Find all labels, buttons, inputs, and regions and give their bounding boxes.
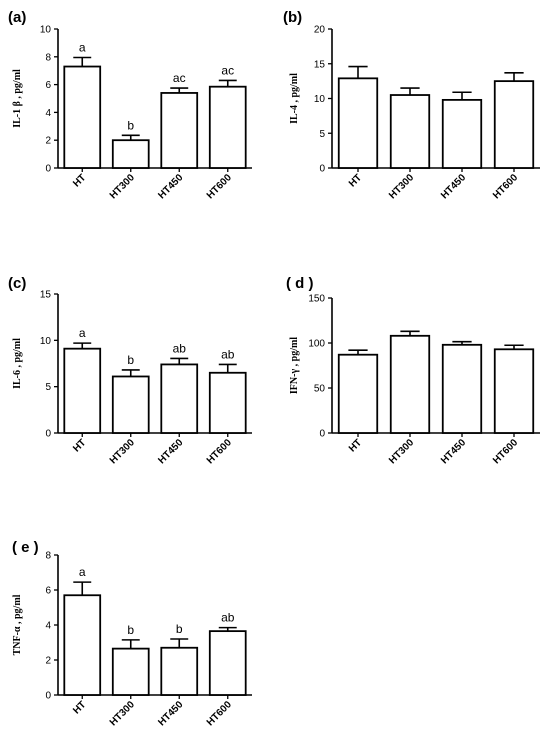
bar-ht450	[160, 92, 199, 169]
bar-ht600	[208, 630, 247, 696]
x-tick-label: HT300	[108, 437, 137, 466]
significance-letter: ac	[221, 63, 234, 77]
panel-label: (b)	[283, 9, 302, 26]
bar-ht450	[441, 98, 483, 169]
bar-ht300	[389, 94, 431, 169]
y-axis-label: TNF-α , pg/ml	[12, 594, 23, 655]
significance-letter: ac	[173, 71, 186, 85]
y-tick-label: 10	[40, 25, 52, 36]
x-tick-label: HT450	[156, 699, 185, 728]
panel-label: (a)	[8, 9, 26, 26]
significance-letter: a	[79, 40, 86, 54]
x-tick-label: HT	[71, 437, 88, 454]
chart-panel-4: ( d ) 0 50 100 150 IFN-γ , pg/ml HT HT300 HT450 H…	[286, 275, 540, 466]
chart-panel-2: (b) 0 5 10 15 20 IL-4 , pg/ml HT HT300 HT450 HT600	[283, 9, 540, 201]
bar-ht300	[111, 647, 150, 696]
x-tick-label: HT450	[156, 437, 185, 466]
y-tick-label: 0	[45, 164, 51, 175]
y-tick-label: 4	[45, 108, 51, 119]
y-tick-label: 8	[45, 551, 51, 562]
significance-letter: ab	[221, 611, 235, 625]
x-tick-label: HT300	[387, 172, 416, 201]
x-tick-label: HT600	[205, 437, 234, 466]
significance-letter: ab	[173, 341, 187, 355]
y-tick-label: 0	[45, 429, 51, 440]
bar-ht600	[493, 348, 535, 434]
x-tick-label: HT600	[491, 437, 520, 466]
bar-ht600	[493, 80, 535, 169]
x-tick-label: HT	[71, 699, 88, 716]
panel-label: ( e )	[12, 539, 39, 556]
significance-letter: a	[79, 565, 86, 579]
bar-ht600	[208, 85, 247, 169]
x-tick-label: HT450	[439, 437, 468, 466]
y-tick-label: 5	[319, 129, 325, 140]
bar-ht450	[441, 343, 483, 434]
y-tick-label: 15	[40, 290, 52, 301]
significance-letter: a	[79, 326, 86, 340]
significance-letter: b	[127, 623, 134, 637]
y-tick-label: 150	[308, 294, 325, 305]
y-tick-label: 6	[45, 586, 51, 597]
bar-ht450	[160, 646, 199, 696]
significance-letter: ab	[221, 347, 235, 361]
y-tick-label: 4	[45, 621, 51, 632]
y-tick-label: 10	[314, 94, 326, 105]
bar-ht600	[208, 371, 247, 434]
bar-ht	[63, 347, 102, 434]
y-axis-label: IL-1 β , pg/ml	[12, 69, 23, 128]
y-tick-label: 0	[319, 164, 325, 175]
bar-ht	[337, 77, 379, 169]
bar-ht	[63, 65, 102, 169]
y-tick-label: 20	[314, 25, 326, 36]
x-tick-label: HT600	[205, 699, 234, 728]
y-tick-label: 0	[319, 429, 325, 440]
bar-ht450	[160, 363, 199, 434]
bar-ht300	[111, 139, 150, 169]
y-tick-label: 0	[45, 691, 51, 702]
y-tick-label: 8	[45, 52, 51, 63]
y-tick-label: 10	[40, 336, 52, 347]
y-axis-label: IFN-γ , pg/ml	[289, 337, 300, 394]
significance-letter: b	[176, 622, 183, 636]
x-tick-label: HT300	[108, 699, 137, 728]
x-tick-label: HT450	[439, 172, 468, 201]
x-tick-label: HT	[347, 437, 364, 454]
bar-ht300	[389, 334, 431, 434]
x-tick-label: HT450	[156, 172, 185, 201]
panel-label: ( d )	[286, 275, 314, 292]
y-axis-label: IL-6 , pg/ml	[12, 338, 23, 389]
y-tick-label: 100	[308, 339, 325, 350]
y-axis-label: IL-4 , pg/ml	[289, 73, 300, 124]
bar-ht	[63, 594, 102, 696]
chart-panel-5: ( e ) 0 2 4 6 8 TNF-α , pg/ml a HT b HT300 b HT450 ab…	[12, 539, 252, 728]
bar-ht	[337, 353, 379, 434]
chart-panel-3: (c) 0 5 10 15 IL-6 , pg/ml a HT b HT300 ab HT450 ab H…	[8, 275, 252, 466]
y-tick-label: 2	[45, 656, 51, 667]
x-tick-label: HT	[347, 172, 364, 189]
x-tick-label: HT600	[491, 172, 520, 201]
y-tick-label: 50	[314, 384, 326, 395]
chart-panel-1: (a) 0 2 4 6 8 10 IL-1 β , pg/ml a HT b HT300 ac HT450…	[8, 9, 252, 201]
panel-label: (c)	[8, 275, 26, 292]
x-tick-label: HT300	[108, 172, 137, 201]
y-tick-label: 6	[45, 80, 51, 91]
x-tick-label: HT600	[205, 172, 234, 201]
significance-letter: b	[127, 118, 134, 132]
y-tick-label: 5	[45, 382, 51, 393]
x-tick-label: HT	[71, 172, 88, 189]
y-tick-label: 2	[45, 136, 51, 147]
bar-ht300	[111, 375, 150, 434]
x-tick-label: HT300	[387, 437, 416, 466]
significance-letter: b	[127, 353, 134, 367]
y-tick-label: 15	[314, 59, 326, 70]
